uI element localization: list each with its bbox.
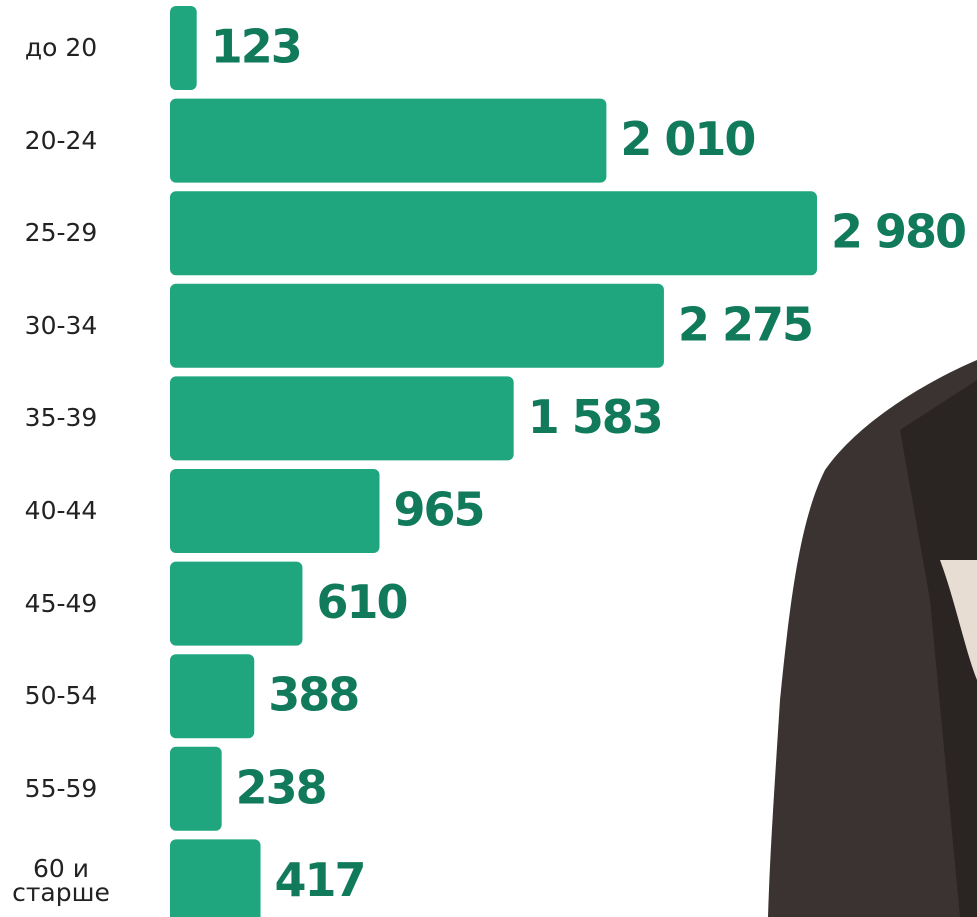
category-label: 45-49 xyxy=(6,592,116,616)
value-label: 965 xyxy=(394,483,484,537)
category-label: 20-24 xyxy=(6,129,116,153)
category-label: до 20 xyxy=(6,36,116,60)
value-label: 2 275 xyxy=(678,297,812,351)
page: 1232 0102 9802 2751 583965610388238417 (… xyxy=(0,0,977,917)
category-label: 60 и старше xyxy=(6,857,116,905)
category-label: 40-44 xyxy=(6,499,116,523)
bar xyxy=(170,839,261,917)
value-label: 2 010 xyxy=(620,112,754,166)
bar xyxy=(170,654,254,738)
value-label: 610 xyxy=(316,575,406,629)
chart: 123 2 010 2 980 2 275 1 583 965 610 388 238 417 xyxy=(0,0,977,917)
value-label: 2 980 xyxy=(831,205,965,259)
category-label: 25-29 xyxy=(6,221,116,245)
category-label: 55-59 xyxy=(6,777,116,801)
bar xyxy=(170,284,664,368)
bar xyxy=(170,469,380,553)
value-label: 417 xyxy=(275,853,365,907)
category-label: 35-39 xyxy=(6,406,116,430)
value-label: 388 xyxy=(268,668,358,722)
bar xyxy=(170,376,514,460)
category-label: 30-34 xyxy=(6,314,116,338)
value-label: 1 583 xyxy=(528,390,662,444)
value-label: 123 xyxy=(211,20,301,74)
bar xyxy=(170,6,197,90)
value-label: 238 xyxy=(236,760,326,814)
bar xyxy=(170,99,606,183)
illustration xyxy=(768,360,977,917)
bar xyxy=(170,747,222,831)
bar xyxy=(170,562,302,646)
category-label: 50-54 xyxy=(6,684,116,708)
bar xyxy=(170,191,817,275)
